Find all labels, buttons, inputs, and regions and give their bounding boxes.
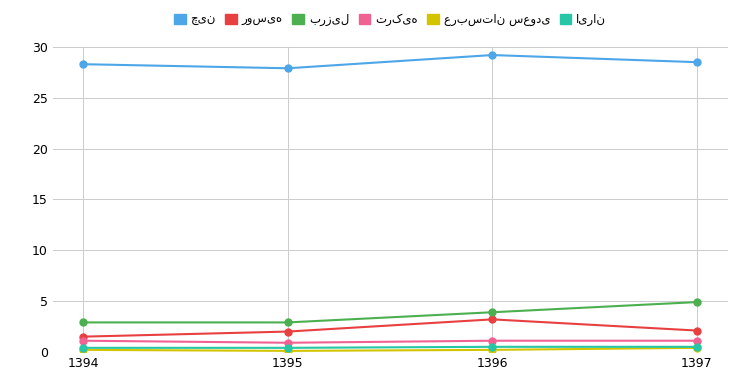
روسیه — [284, 329, 292, 334]
ترکیه — [79, 338, 88, 343]
Legend: چین, روسیه, برزیل, ترکیه, عربستان سعودی, ایران: چین, روسیه, برزیل, ترکیه, عربستان سعودی,… — [174, 13, 606, 26]
Line: برزیل: برزیل — [80, 299, 700, 326]
عربستان سعودی — [692, 346, 701, 350]
Line: ترکیه: ترکیه — [80, 337, 700, 346]
چین — [692, 60, 701, 65]
Line: روسیه: روسیه — [80, 316, 700, 340]
چین — [79, 62, 88, 66]
عربستان سعودی — [488, 348, 496, 352]
ایران — [488, 344, 496, 349]
Line: عربستان سعودی: عربستان سعودی — [80, 344, 700, 354]
چین — [488, 53, 496, 57]
روسیه — [79, 334, 88, 339]
برزیل — [79, 320, 88, 325]
ترکیه — [284, 341, 292, 345]
ایران — [79, 346, 88, 350]
ترکیه — [488, 338, 496, 343]
روسیه — [488, 317, 496, 322]
برزیل — [488, 310, 496, 315]
چین — [284, 66, 292, 71]
برزیل — [692, 300, 701, 305]
Line: چین: چین — [80, 52, 700, 72]
عربستان سعودی — [284, 348, 292, 353]
ترکیه — [692, 338, 701, 343]
عربستان سعودی — [79, 348, 88, 352]
Line: ایران: ایران — [80, 343, 700, 351]
برزیل — [284, 320, 292, 325]
ایران — [284, 346, 292, 350]
روسیه — [692, 328, 701, 333]
ایران — [692, 344, 701, 349]
